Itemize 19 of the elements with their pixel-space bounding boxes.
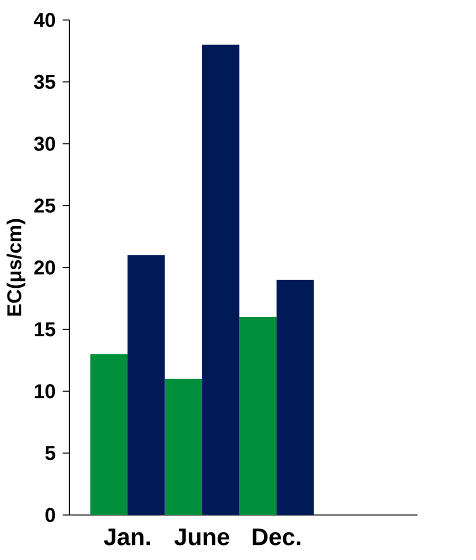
y-tick-label: 40 bbox=[34, 12, 56, 28]
x-tick-label: June bbox=[174, 528, 230, 546]
y-tick-label: 10 bbox=[35, 384, 56, 398]
y-tick-label: 20 bbox=[34, 260, 56, 275]
y-tick-label: 35 bbox=[34, 74, 56, 89]
bar bbox=[90, 354, 128, 515]
bar bbox=[240, 316, 277, 515]
y-tick-label: 15 bbox=[35, 322, 56, 336]
y-axis-title: EC(μs/cm) bbox=[6, 219, 26, 316]
x-tick-label: Jan. bbox=[104, 528, 150, 546]
x-tick-label: Dec. bbox=[253, 528, 300, 546]
y-tick-label: 25 bbox=[34, 198, 56, 213]
bar bbox=[276, 280, 314, 515]
y-tick-label: 5 bbox=[46, 446, 56, 460]
bar bbox=[165, 378, 202, 515]
bar bbox=[128, 255, 166, 515]
bar bbox=[202, 44, 240, 515]
y-tick-label: 30 bbox=[34, 136, 56, 151]
y-tick-label: 0 bbox=[46, 508, 56, 522]
